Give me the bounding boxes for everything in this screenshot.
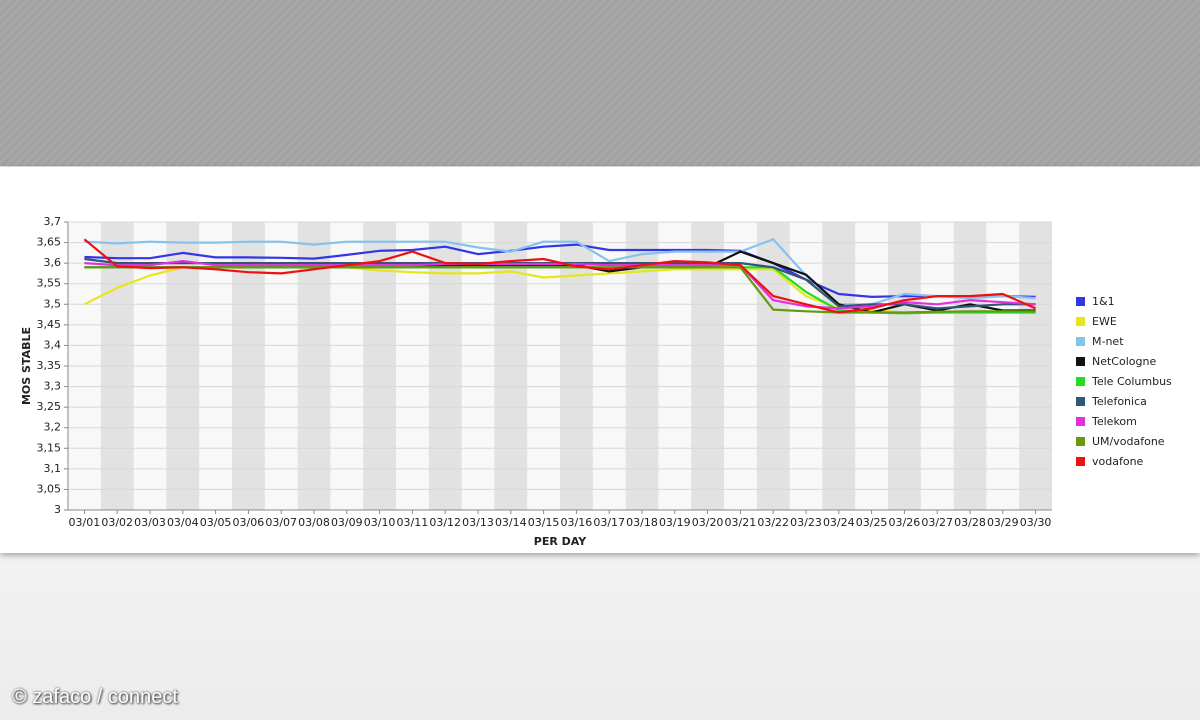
y-tick-label: 3,1 bbox=[44, 462, 62, 475]
y-tick-label: 3,45 bbox=[37, 318, 62, 331]
series-line bbox=[84, 266, 1036, 314]
x-tick-label: 03/10 bbox=[364, 516, 396, 529]
legend-label: Telefonica bbox=[1091, 395, 1147, 408]
y-tick-label: 3,5 bbox=[44, 297, 62, 310]
x-tick-label: 03/26 bbox=[889, 516, 921, 529]
legend-swatch bbox=[1076, 317, 1085, 326]
header-band bbox=[0, 0, 1200, 166]
x-tick-label: 03/07 bbox=[265, 516, 297, 529]
legend-label: NetCologne bbox=[1092, 355, 1156, 368]
y-tick-label: 3 bbox=[54, 503, 61, 516]
legend-swatch bbox=[1076, 397, 1085, 406]
legend-swatch bbox=[1076, 377, 1085, 386]
x-tick-label: 03/03 bbox=[134, 516, 166, 529]
x-tick-label: 03/16 bbox=[561, 516, 593, 529]
x-tick-label: 03/18 bbox=[626, 516, 658, 529]
x-tick-label: 03/19 bbox=[659, 516, 691, 529]
y-tick-label: 3,05 bbox=[37, 482, 62, 495]
y-tick-label: 3,65 bbox=[37, 236, 62, 249]
legend-swatch bbox=[1076, 417, 1085, 426]
legend-swatch bbox=[1076, 357, 1085, 366]
legend-label: UM/vodafone bbox=[1092, 435, 1165, 448]
x-tick-label: 03/12 bbox=[429, 516, 461, 529]
legend-swatch bbox=[1076, 457, 1085, 466]
y-axis-label: MOS STABLE bbox=[20, 327, 33, 405]
x-tick-label: 03/02 bbox=[101, 516, 133, 529]
x-tick-label: 03/30 bbox=[1020, 516, 1052, 529]
y-tick-label: 3,35 bbox=[37, 359, 62, 372]
legend-label: Tele Columbus bbox=[1091, 375, 1172, 388]
y-tick-label: 3,7 bbox=[44, 215, 62, 228]
x-tick-label: 03/24 bbox=[823, 516, 855, 529]
legend-label: Telekom bbox=[1091, 415, 1137, 428]
series-line bbox=[84, 238, 1036, 306]
x-axis-label: PER DAY bbox=[534, 535, 587, 548]
y-tick-label: 3,2 bbox=[44, 421, 62, 434]
x-tick-label: 03/25 bbox=[856, 516, 888, 529]
x-tick-label: 03/23 bbox=[790, 516, 822, 529]
legend-label: M-net bbox=[1092, 335, 1124, 348]
legend-label: 1&1 bbox=[1092, 295, 1115, 308]
y-tick-label: 3,15 bbox=[37, 441, 62, 454]
legend-swatch bbox=[1076, 437, 1085, 446]
x-tick-label: 03/22 bbox=[757, 516, 789, 529]
x-tick-label: 03/27 bbox=[921, 516, 953, 529]
x-tick-label: 03/17 bbox=[593, 516, 625, 529]
y-tick-label: 3,25 bbox=[37, 400, 62, 413]
series-line bbox=[83, 238, 1037, 314]
legend-label: vodafone bbox=[1092, 455, 1144, 468]
series-line bbox=[84, 260, 1036, 310]
x-tick-label: 03/14 bbox=[495, 516, 527, 529]
x-tick-label: 03/15 bbox=[528, 516, 560, 529]
y-tick-label: 3,55 bbox=[37, 277, 62, 290]
y-tick-label: 3,6 bbox=[44, 256, 62, 269]
x-tick-label: 03/28 bbox=[954, 516, 986, 529]
x-tick-label: 03/11 bbox=[397, 516, 429, 529]
y-tick-label: 3,3 bbox=[44, 380, 62, 393]
legend-swatch bbox=[1076, 297, 1085, 306]
x-tick-label: 03/01 bbox=[69, 516, 101, 529]
x-tick-label: 03/05 bbox=[200, 516, 232, 529]
x-tick-label: 03/08 bbox=[298, 516, 330, 529]
x-tick-label: 03/20 bbox=[692, 516, 724, 529]
x-tick-label: 03/13 bbox=[462, 516, 494, 529]
y-tick-label: 3,4 bbox=[44, 338, 62, 351]
x-tick-label: 03/09 bbox=[331, 516, 363, 529]
photo-credit: © zafaco / connect bbox=[12, 686, 178, 708]
x-tick-label: 03/04 bbox=[167, 516, 199, 529]
x-tick-label: 03/06 bbox=[233, 516, 265, 529]
x-tick-label: 03/29 bbox=[987, 516, 1019, 529]
legend-label: EWE bbox=[1092, 315, 1117, 328]
series-line bbox=[84, 243, 1036, 298]
x-tick-label: 03/21 bbox=[725, 516, 757, 529]
legend-swatch bbox=[1076, 337, 1085, 346]
